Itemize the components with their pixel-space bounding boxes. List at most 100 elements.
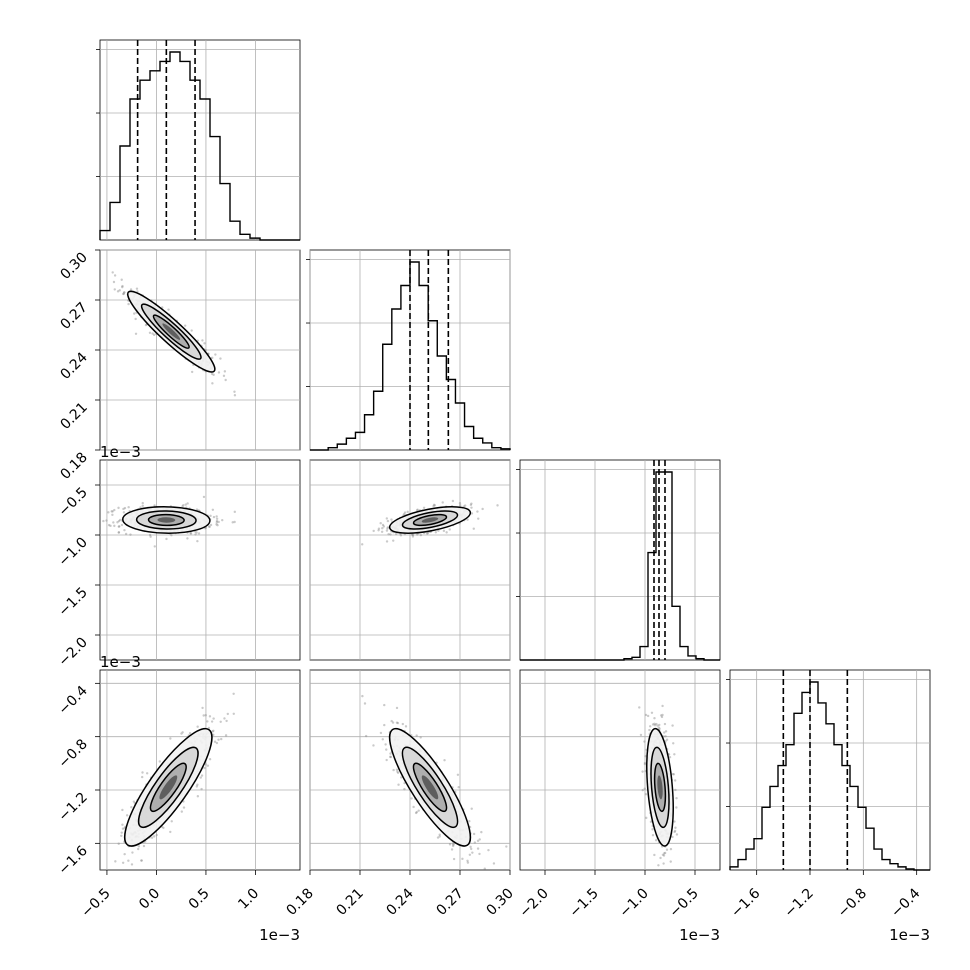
contour-level-3 — [159, 775, 178, 800]
sample-point — [190, 329, 193, 332]
histogram-3 — [729, 681, 930, 871]
sample-point — [222, 374, 226, 378]
sample-point — [438, 833, 441, 836]
histogram-0 — [99, 51, 300, 241]
sample-point — [443, 758, 446, 762]
sample-point — [665, 738, 669, 741]
sample-point — [363, 702, 367, 705]
sample-point — [651, 723, 655, 726]
sample-point — [212, 717, 215, 720]
sample-point — [219, 357, 222, 360]
hist-panel-0 — [96, 39, 301, 241]
sample-point — [213, 740, 217, 743]
sample-point — [466, 859, 469, 862]
sample-point — [144, 323, 148, 327]
sample-point — [217, 371, 221, 374]
sample-point — [654, 838, 658, 842]
sample-point — [190, 370, 194, 374]
sample-point — [645, 816, 648, 820]
sample-point — [372, 744, 375, 747]
sample-point — [121, 861, 125, 865]
sample-point — [472, 832, 476, 836]
sample-point — [131, 851, 134, 854]
sample-point — [189, 532, 193, 535]
sample-point — [188, 732, 192, 735]
sample-point — [476, 510, 479, 513]
sample-point — [148, 533, 152, 537]
sample-point — [203, 766, 206, 770]
sample-point — [127, 859, 130, 862]
sample-point — [396, 721, 400, 725]
sample-point — [657, 864, 660, 867]
sample-point — [109, 524, 112, 528]
sample-point — [391, 721, 395, 724]
sample-point — [415, 734, 418, 737]
sample-point — [233, 520, 236, 524]
sample-point — [195, 531, 198, 534]
sample-point — [414, 811, 418, 815]
sample-point — [130, 863, 134, 866]
sample-point — [212, 515, 216, 519]
sample-point — [117, 842, 120, 845]
sample-point — [211, 508, 215, 512]
sample-point — [410, 533, 414, 536]
sample-point — [385, 758, 388, 762]
sample-point — [181, 505, 184, 508]
sample-point — [113, 508, 116, 512]
sample-point — [656, 724, 659, 727]
sample-point — [102, 519, 105, 523]
sample-point — [448, 843, 452, 846]
sample-point — [396, 770, 399, 773]
sample-point — [389, 755, 393, 759]
sample-point — [141, 504, 144, 507]
sample-point — [137, 845, 141, 848]
sample-point — [120, 278, 123, 281]
y-tick-label: −1.6 — [55, 843, 90, 878]
sample-point — [122, 292, 125, 296]
sample-point — [671, 772, 675, 776]
sample-point — [189, 531, 192, 535]
x-tick-label: 0.30 — [483, 886, 516, 919]
sample-point — [664, 735, 667, 738]
sample-point — [470, 502, 473, 505]
sample-point — [116, 521, 119, 524]
sample-point — [211, 356, 214, 360]
sample-point — [141, 771, 144, 774]
sample-point — [438, 835, 441, 838]
sample-point — [215, 515, 218, 518]
sample-point — [395, 768, 399, 771]
sample-point — [469, 845, 472, 849]
x-tick-label: −1.0 — [616, 886, 651, 921]
sample-point — [665, 885, 667, 887]
sample-point — [117, 506, 120, 510]
sample-point — [169, 830, 172, 834]
sample-point — [401, 722, 405, 726]
sample-point — [127, 505, 130, 509]
x-tick-label: −0.5 — [666, 886, 701, 921]
sample-point — [133, 312, 136, 315]
sample-point — [673, 829, 677, 833]
sample-point — [145, 772, 149, 775]
sample-point — [385, 540, 389, 543]
density-group — [361, 694, 508, 870]
sample-point — [394, 532, 398, 536]
sample-point — [170, 534, 173, 537]
contour-level-3 — [157, 517, 176, 523]
sample-point — [659, 714, 663, 717]
sample-point — [644, 713, 648, 717]
density-group — [111, 271, 237, 397]
sample-point — [107, 511, 110, 514]
sample-point — [661, 713, 664, 717]
sample-point — [477, 517, 480, 520]
sample-point — [661, 853, 665, 856]
scatter-panel-2-0 — [99, 459, 301, 661]
sample-point — [121, 823, 124, 826]
sample-point — [142, 844, 146, 848]
sample-point — [653, 717, 656, 720]
x-tick-label: −2.0 — [516, 886, 551, 921]
sample-point — [651, 828, 654, 831]
sample-point — [215, 519, 219, 523]
sample-point — [480, 830, 483, 834]
sample-point — [663, 722, 667, 726]
sample-point — [233, 394, 237, 397]
